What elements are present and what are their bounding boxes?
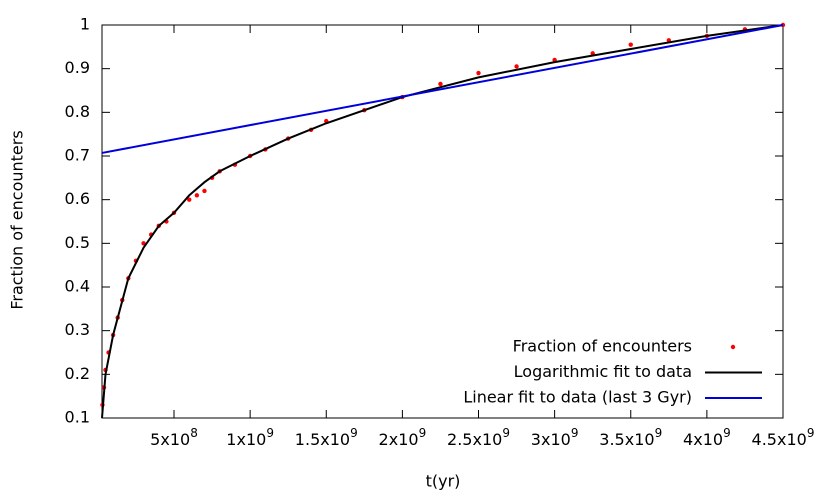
x-tick-label-base: 3.5x10 [599, 430, 654, 449]
data-point [514, 64, 519, 69]
x-axis-label: t(yr) [426, 472, 461, 491]
x-tick-label-base: 5x10 [150, 430, 190, 449]
x-tick-label: 1x109 [226, 426, 274, 449]
x-tick-label: 1.5x109 [295, 426, 358, 449]
x-tick-label-base: 1x10 [226, 430, 266, 449]
data-point [476, 70, 481, 76]
data-point [628, 42, 633, 47]
x-tick-label: 4x109 [683, 426, 731, 449]
x-tick-label: 3x109 [531, 426, 579, 449]
x-tick-label-base: 4.5x10 [752, 430, 807, 449]
y-tick-label: 0.8 [65, 102, 90, 121]
legend-label: Linear fit to data (last 3 Gyr) [463, 388, 692, 407]
plot-frame [101, 24, 784, 419]
x-tick-label: 4.5x109 [752, 426, 815, 449]
x-tick-label: 2x109 [379, 426, 427, 449]
data-point [187, 197, 192, 202]
data-point [438, 81, 443, 87]
x-tick-label-base: 1.5x10 [295, 430, 350, 449]
x-tick-label: 5x108 [150, 426, 198, 449]
data-point [202, 188, 207, 194]
x-tick-label-exponent: 9 [723, 426, 731, 440]
x-tick-label-base: 2x10 [379, 430, 419, 449]
x-tick-label-exponent: 9 [655, 426, 663, 440]
y-tick-label: 0.7 [65, 146, 90, 165]
y-tick-label: 0.1 [65, 408, 90, 427]
x-tick-label-exponent: 9 [419, 426, 427, 440]
legend-label: Logarithmic fit to data [514, 362, 692, 381]
x-tick-label-exponent: 8 [190, 426, 198, 440]
legend-label: Fraction of encounters [513, 337, 692, 356]
x-tick-label-base: 2.5x10 [447, 430, 502, 449]
y-tick-label: 0.2 [65, 364, 90, 383]
fit-line [101, 24, 784, 154]
x-tick-label-exponent: 9 [266, 426, 274, 440]
y-tick-label: 0.5 [65, 233, 90, 252]
y-tick-label: 0.4 [65, 277, 90, 296]
y-tick-label: 0.6 [65, 189, 90, 208]
x-tick-label-base: 3x10 [531, 430, 571, 449]
y-tick-label: 1 [80, 15, 90, 34]
y-tick-label: 0.9 [65, 58, 90, 77]
x-tick-label: 3.5x109 [599, 426, 662, 449]
x-tick-label-exponent: 9 [807, 426, 815, 440]
fit-line [101, 24, 784, 419]
x-tick-label-exponent: 9 [502, 426, 510, 440]
y-tick-label: 0.3 [65, 320, 90, 339]
x-tick-label-exponent: 9 [571, 426, 579, 440]
x-tick-label-base: 4x10 [683, 430, 723, 449]
x-tick-label: 2.5x109 [447, 426, 510, 449]
x-tick-label-exponent: 9 [350, 426, 358, 440]
legend-marker [730, 344, 736, 350]
data-point [194, 193, 200, 198]
y-axis-label: Fraction of encounters [8, 130, 27, 309]
